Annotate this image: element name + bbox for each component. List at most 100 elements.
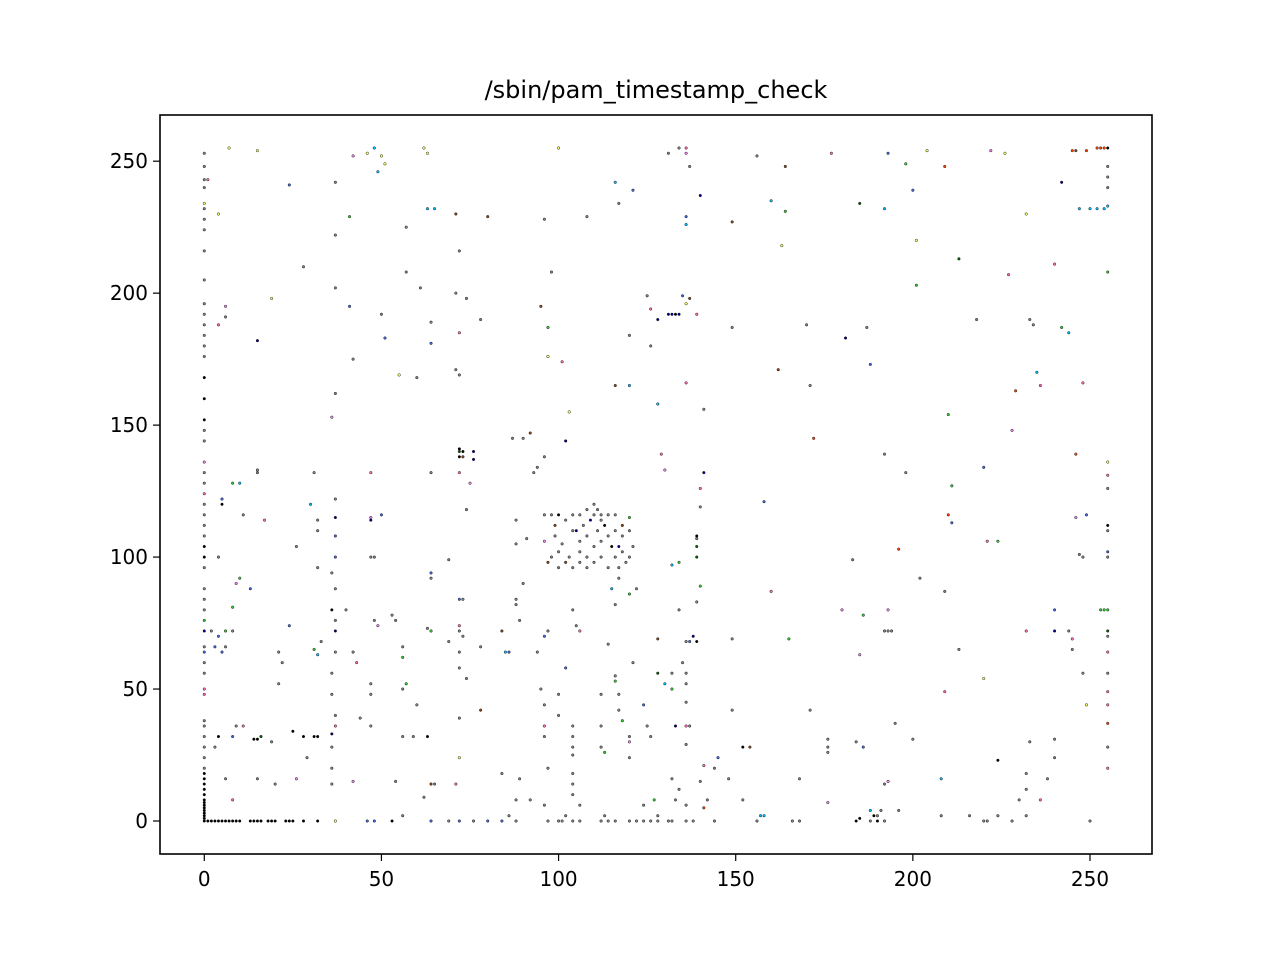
data-point bbox=[546, 629, 550, 633]
data-point bbox=[670, 819, 674, 823]
data-point bbox=[868, 362, 872, 366]
data-point bbox=[882, 629, 887, 633]
data-point bbox=[666, 312, 670, 316]
data-point bbox=[1106, 186, 1110, 190]
data-point bbox=[514, 819, 518, 823]
data-point bbox=[202, 629, 206, 633]
data-point bbox=[528, 431, 532, 435]
data-point bbox=[1077, 207, 1081, 211]
data-point bbox=[1088, 819, 1092, 823]
data-point bbox=[500, 771, 504, 776]
data-point bbox=[624, 560, 628, 564]
data-point bbox=[355, 661, 359, 665]
data-point bbox=[216, 555, 220, 559]
data-point bbox=[539, 687, 543, 691]
data-point bbox=[1106, 164, 1110, 168]
data-point bbox=[914, 238, 918, 242]
data-point bbox=[213, 819, 217, 823]
data-point bbox=[316, 735, 320, 739]
data-point bbox=[202, 178, 206, 182]
data-point bbox=[631, 544, 635, 549]
data-point bbox=[202, 671, 206, 675]
data-point bbox=[684, 215, 688, 219]
data-point bbox=[425, 151, 430, 155]
data-point bbox=[613, 674, 617, 678]
data-point bbox=[202, 439, 206, 443]
data-point bbox=[202, 502, 206, 506]
data-point bbox=[627, 756, 631, 760]
data-point bbox=[677, 608, 681, 612]
data-point bbox=[486, 819, 490, 823]
data-point bbox=[578, 513, 582, 517]
data-point bbox=[989, 149, 993, 153]
data-point bbox=[684, 151, 688, 155]
data-point bbox=[542, 703, 546, 707]
data-point bbox=[330, 571, 334, 575]
data-point bbox=[656, 637, 660, 641]
data-point bbox=[425, 735, 430, 739]
data-point bbox=[571, 819, 575, 823]
data-point bbox=[546, 325, 550, 329]
data-point bbox=[950, 521, 954, 525]
data-point bbox=[241, 513, 245, 517]
data-point bbox=[454, 291, 458, 295]
data-point bbox=[557, 566, 561, 570]
data-point bbox=[394, 618, 398, 622]
data-point bbox=[514, 542, 518, 546]
data-point bbox=[472, 449, 476, 454]
data-point bbox=[518, 618, 522, 622]
data-point bbox=[1017, 798, 1021, 802]
data-point bbox=[457, 447, 461, 451]
data-point bbox=[1081, 381, 1085, 385]
data-point bbox=[712, 819, 716, 823]
data-point bbox=[996, 758, 1000, 762]
data-point bbox=[982, 819, 986, 823]
data-point bbox=[397, 373, 401, 377]
data-point bbox=[610, 544, 614, 549]
data-point bbox=[829, 151, 833, 155]
data-point bbox=[627, 735, 631, 739]
data-point bbox=[312, 735, 316, 739]
data-point bbox=[425, 207, 430, 211]
data-point bbox=[1024, 771, 1028, 776]
data-point bbox=[1003, 151, 1007, 155]
data-point bbox=[333, 713, 337, 717]
data-point bbox=[1106, 650, 1110, 654]
data-point bbox=[372, 146, 376, 150]
data-point bbox=[613, 529, 617, 533]
data-point bbox=[202, 278, 206, 282]
data-point bbox=[206, 819, 210, 823]
data-point bbox=[755, 819, 759, 823]
data-point bbox=[985, 539, 989, 543]
data-point bbox=[1038, 384, 1042, 388]
data-point bbox=[330, 415, 334, 419]
data-point bbox=[202, 801, 206, 805]
data-point bbox=[1067, 331, 1071, 335]
data-point bbox=[500, 629, 504, 633]
data-point bbox=[457, 629, 461, 633]
data-point bbox=[429, 571, 433, 575]
data-point bbox=[461, 455, 465, 459]
data-point bbox=[202, 745, 206, 749]
data-point bbox=[557, 550, 561, 554]
data-point bbox=[560, 542, 564, 546]
data-point bbox=[1099, 608, 1103, 612]
data-point bbox=[273, 782, 277, 786]
data-point bbox=[1106, 523, 1110, 527]
data-point bbox=[571, 724, 575, 728]
data-point bbox=[684, 742, 688, 746]
data-point bbox=[270, 740, 274, 744]
data-point bbox=[918, 576, 922, 580]
x-tick-label: 0 bbox=[198, 867, 211, 891]
data-point bbox=[886, 629, 890, 633]
data-point bbox=[333, 724, 337, 728]
data-point bbox=[202, 766, 206, 770]
data-point bbox=[532, 471, 536, 475]
data-point bbox=[585, 215, 589, 219]
data-point bbox=[202, 151, 206, 155]
data-point bbox=[333, 650, 337, 654]
data-point bbox=[457, 716, 461, 720]
data-point bbox=[1024, 814, 1028, 818]
data-point bbox=[695, 537, 699, 541]
data-point bbox=[429, 576, 433, 580]
